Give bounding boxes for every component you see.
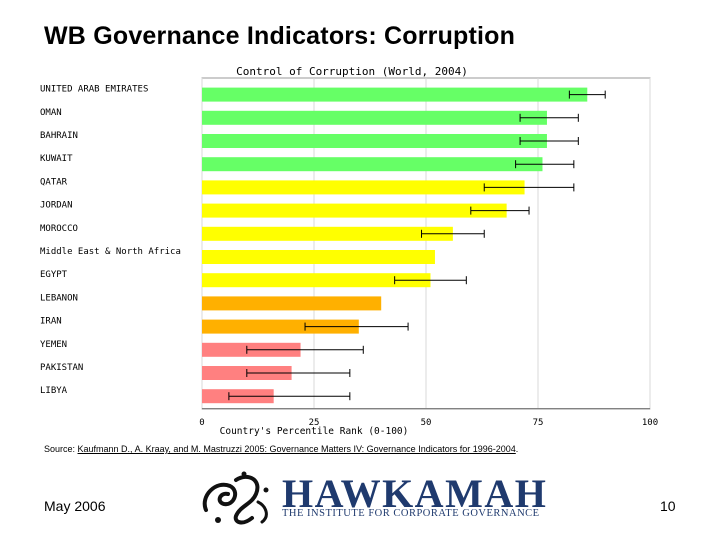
bar xyxy=(202,319,359,334)
logo-wordmark: HAWKAMAH xyxy=(282,471,548,516)
category-label: LIBYA xyxy=(40,386,68,396)
source-note: Source: Kaufmann D., A. Kraay, and M. Ma… xyxy=(44,444,518,454)
calligraphy-emblem-icon xyxy=(202,471,269,525)
bar xyxy=(202,87,588,102)
category-label: Middle East & North Africa xyxy=(40,247,181,257)
category-label: JORDAN xyxy=(40,201,73,211)
slide-title: WB Governance Indicators: Corruption xyxy=(44,22,516,50)
bar xyxy=(202,157,543,172)
bar xyxy=(202,134,547,148)
category-label: YEMEN xyxy=(40,340,67,350)
category-label: LEBANON xyxy=(40,293,78,303)
footer-date: May 2006 xyxy=(44,498,106,514)
hawkamah-logo: HAWKAMAH THE INSTITUTE FOR CORPORATE GOV… xyxy=(196,466,546,530)
category-label: EGYPT xyxy=(40,270,68,280)
source-prefix: Source: xyxy=(44,444,78,454)
bar xyxy=(202,203,507,218)
corruption-bar-chart: Control of Corruption (World, 2004) UNIT… xyxy=(40,65,659,437)
category-label: PAKISTAN xyxy=(40,363,83,373)
source-suffix: . xyxy=(515,444,519,454)
x-tick-label: 25 xyxy=(309,418,320,428)
bar xyxy=(202,180,525,195)
category-label: BAHRAIN xyxy=(40,131,78,141)
category-label: QATAR xyxy=(40,177,68,187)
bar xyxy=(202,250,435,264)
category-label: UNITED ARAB EMIRATES xyxy=(40,85,148,95)
bar xyxy=(202,296,382,311)
category-label: KUWAIT xyxy=(40,154,73,164)
category-label: MOROCCO xyxy=(40,224,78,234)
x-axis-label: Country's Percentile Rank (0-100) xyxy=(220,426,409,437)
category-label: OMAN xyxy=(40,108,62,118)
bar xyxy=(202,273,431,288)
category-label: IRAN xyxy=(40,317,62,327)
x-tick-label: 100 xyxy=(642,418,658,428)
source-link[interactable]: Kaufmann D., A. Kraay, and M. Mastruzzi … xyxy=(77,444,516,454)
x-tick-label: 50 xyxy=(421,418,432,428)
bar xyxy=(202,110,547,125)
chart-title: Control of Corruption (World, 2004) xyxy=(236,65,468,78)
page-number: 10 xyxy=(660,498,676,514)
bar xyxy=(202,226,453,241)
x-tick-label: 0 xyxy=(199,418,204,428)
logo-tagline: THE INSTITUTE FOR CORPORATE GOVERNANCE xyxy=(282,508,540,519)
x-tick-label: 75 xyxy=(533,418,544,428)
